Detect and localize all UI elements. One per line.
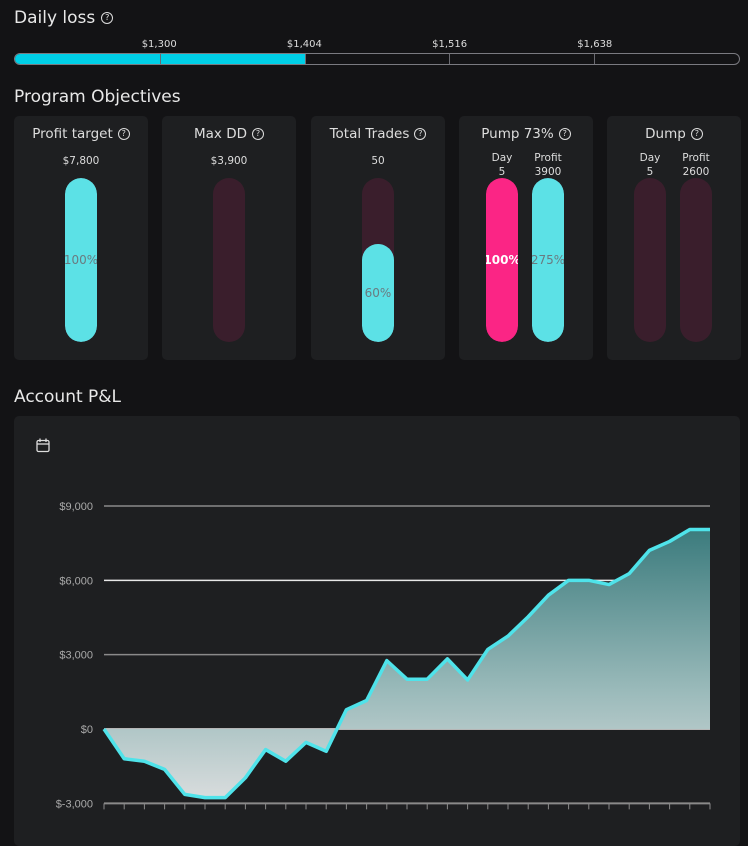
daily-loss-title: Daily loss ? — [14, 8, 113, 28]
objective-title-label: Total Trades — [330, 126, 410, 142]
sub-value: 5 — [477, 165, 527, 179]
daily-loss-progress-bar — [14, 53, 740, 65]
y-tick-label: $9,000 — [59, 501, 93, 513]
objective-percent: 100% — [486, 253, 518, 267]
sub-label: Profit — [523, 151, 573, 165]
objective-percent: 100% — [65, 253, 97, 267]
objective-title-label: Pump 73% — [481, 126, 553, 142]
y-tick-label: $-3,000 — [56, 798, 93, 810]
objective-title: Pump 73%? — [459, 126, 593, 142]
objective-card: Total Trades? 50 60% — [311, 116, 445, 360]
daily-loss-tick — [305, 54, 306, 64]
objective-progress-track — [680, 178, 712, 342]
objective-progress-track: 275% — [532, 178, 564, 342]
help-icon[interactable]: ? — [101, 12, 113, 24]
objective-progress-track: 100% — [65, 178, 97, 342]
account-pl-title: Account P&L — [14, 387, 121, 407]
objective-value: 50 — [311, 155, 445, 167]
sub-value: 2600 — [671, 165, 721, 179]
sub-label: Day — [477, 151, 527, 165]
help-icon[interactable]: ? — [414, 128, 426, 140]
y-tick-label: $6,000 — [59, 575, 93, 587]
objective-percent: 60% — [362, 286, 394, 300]
objective-progress-track: 60% — [362, 178, 394, 342]
objective-card: Profit target? $7,800 100% — [14, 116, 148, 360]
objective-progress-track: 100% — [486, 178, 518, 342]
objective-title: Max DD? — [162, 126, 296, 142]
objective-card: Max DD? $3,900 — [162, 116, 296, 360]
help-icon[interactable]: ? — [118, 128, 130, 140]
daily-loss-tick-label: $1,638 — [577, 39, 612, 50]
daily-loss-label: Daily loss — [14, 8, 95, 28]
objective-title-label: Dump — [645, 126, 686, 142]
y-tick-label: $3,000 — [59, 650, 93, 662]
daily-loss-tick-label: $1,300 — [142, 39, 177, 50]
sub-label: Profit — [671, 151, 721, 165]
objective-percent: 275% — [532, 253, 564, 267]
objective-title: Dump? — [607, 126, 741, 142]
daily-loss-tick — [160, 54, 161, 64]
program-objectives-label: Program Objectives — [14, 87, 181, 107]
area-fill — [104, 530, 710, 798]
y-tick-label: $0 — [81, 724, 93, 736]
daily-loss-tick — [594, 54, 595, 64]
program-objectives-title: Program Objectives — [14, 87, 181, 107]
objective-value: $7,800 — [14, 155, 148, 167]
help-icon[interactable]: ? — [252, 128, 264, 140]
objective-progress-track — [213, 178, 245, 342]
daily-loss-tick-label: $1,404 — [287, 39, 322, 50]
daily-loss-tick — [449, 54, 450, 64]
account-pl-chart: $9,000 $6,000 $3,000 $0 $-3,000 — [0, 416, 748, 831]
sub-value: 3900 — [523, 165, 573, 179]
help-icon[interactable]: ? — [691, 128, 703, 140]
objective-title-label: Max DD — [194, 126, 247, 142]
objective-title: Total Trades? — [311, 126, 445, 142]
sub-value: 5 — [625, 165, 675, 179]
objective-title: Profit target? — [14, 126, 148, 142]
objective-value: $3,900 — [162, 155, 296, 167]
objective-title-label: Profit target — [32, 126, 113, 142]
objective-progress-track — [634, 178, 666, 342]
account-pl-label: Account P&L — [14, 387, 121, 407]
help-icon[interactable]: ? — [559, 128, 571, 140]
daily-loss-tick-label: $1,516 — [432, 39, 467, 50]
sub-label: Day — [625, 151, 675, 165]
